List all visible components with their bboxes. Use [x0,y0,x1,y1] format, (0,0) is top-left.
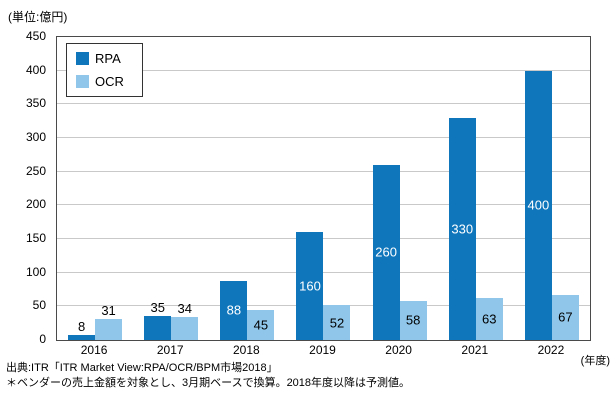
bar-ocr-2020: 58 [399,300,427,340]
y-tick-label: 100 [25,264,46,279]
legend-swatch-ocr [76,75,89,88]
year-axis-note: (年度) [580,355,610,367]
bar-rpa-2018: 88 [220,280,248,340]
bar-ocr-2018: 45 [247,309,275,340]
bar-group-2022: 400 67 [514,37,590,340]
gridline [57,137,590,138]
bar-value-label: 160 [299,278,321,294]
bar-value-label: 67 [558,309,573,325]
gridline [57,69,590,71]
y-axis: 0 50 100 150 200 250 300 350 400 450 [0,29,46,346]
bar-value-label: 31 [101,303,116,319]
x-tick-label-2017: 2017 [156,343,184,357]
x-tick-label-2021: 2021 [461,343,489,357]
bar-value-label: 45 [253,317,269,333]
bar-ocr-2017: 34 [171,302,199,340]
bar-rpa-2016: 8 [68,320,96,340]
y-tick-label: 400 [25,62,46,77]
x-axis: 2016 2017 2018 2019 2020 2021 2022 [56,343,589,357]
bar-group-2017: 35 34 [133,37,209,340]
bar-value-label: 34 [177,301,192,317]
bar-value-label: 52 [329,315,345,330]
gridline [57,238,590,239]
bar-ocr-2021: 63 [475,297,503,340]
bar-group-2020: 260 58 [362,37,438,340]
source-line-2: ＊ベンダーの売上金額を対象とし、3月期ベースで換算。2018年度以降は予測値。 [6,377,411,389]
gridline [57,204,590,206]
bar-group-2016: 8 31 [57,37,133,340]
gridline [57,271,590,273]
x-tick-label-2016: 2016 [80,343,108,357]
y-tick-label: 200 [25,197,46,212]
bar-rpa-2020: 260 [372,164,400,340]
source-line-1: 出典:ITR「ITR Market View:RPA/OCR/BPM市場2018… [6,362,278,374]
source-note: 出典:ITR「ITR Market View:RPA/OCR/BPM市場2018… [6,361,410,391]
gridline [57,170,590,172]
y-tick-label: 0 [39,332,46,346]
bar-ocr-2022: 67 [551,294,579,340]
y-tick-label: 50 [32,298,46,313]
legend-label-rpa: RPA [95,51,121,66]
bar-value-label: 58 [405,312,421,328]
bar-group-2021: 330 63 [438,37,514,340]
bar-group-2019: 160 52 [285,37,361,340]
x-tick-label-2019: 2019 [309,343,336,357]
legend-item-ocr: OCR [76,74,124,89]
y-tick-label: 350 [25,96,46,111]
bar-value-label: 8 [77,318,86,334]
bar-value-label: 35 [150,300,165,316]
bar-rpa-2022: 400 [524,70,552,340]
bar-rpa-2017: 35 [144,301,172,340]
bar-value-label: 330 [451,221,474,237]
bar-value-label: 63 [482,311,497,327]
legend-item-rpa: RPA [76,51,124,66]
x-tick-label-2022: 2022 [537,343,565,357]
bars-layer: 8 31 35 34 88 45 160 52 260 58 330 63 400 67 [57,37,590,340]
bar-ocr-2019: 52 [323,305,351,340]
y-tick-label: 450 [25,29,46,43]
unit-label: (単位:億円) [8,10,68,24]
bar-value-label: 88 [226,302,242,318]
y-tick-label: 300 [25,130,46,144]
legend-label-ocr: OCR [95,74,124,89]
legend: RPA OCR [66,43,143,97]
bar-value-label: 260 [375,244,397,260]
x-tick-label-2020: 2020 [385,343,412,357]
plot-area: 8 31 35 34 88 45 160 52 260 58 330 63 400 67 RPA OCR [56,36,591,341]
y-tick-label: 150 [25,231,46,245]
bar-rpa-2021: 330 [448,117,476,340]
gridline [57,103,590,105]
y-tick-label: 250 [25,163,46,178]
bar-group-2018: 88 45 [209,37,285,340]
legend-swatch-rpa [76,52,89,65]
bar-value-label: 400 [527,197,550,213]
bar-rpa-2019: 160 [296,232,324,340]
bar-ocr-2016: 31 [95,304,123,340]
x-tick-label-2018: 2018 [233,343,260,357]
